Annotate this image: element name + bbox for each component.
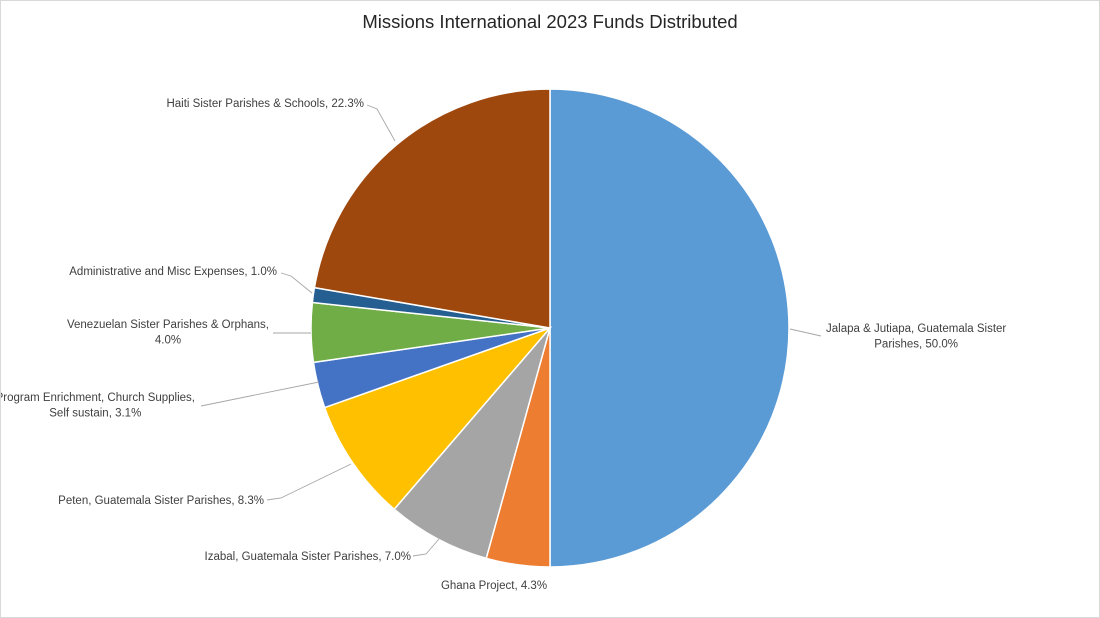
leader-line-5 — [200, 381, 320, 407]
data-label-1: Jalapa & Jutiapa, Guatemala Sister Parish… — [826, 323, 1006, 351]
leader-line-8 — [366, 104, 396, 142]
data-label-8: Haiti Sister Parishes & Schools, 22.3% — [166, 98, 364, 110]
leader-line-1 — [789, 328, 822, 337]
leader-line-4 — [266, 463, 352, 501]
pie-slice-4 — [323, 326, 553, 511]
data-label-7: Administrative and Misc Expenses, 1.0% — [69, 266, 277, 278]
pie-slice-1 — [549, 88, 790, 568]
data-label-5: Program Enrichment, Church Supplies, Self… — [1, 392, 195, 420]
chart-title: Missions International 2023 Funds Distri… — [362, 11, 738, 32]
leader-line-3 — [412, 538, 440, 557]
data-label-4: Peten, Guatemala Sister Parishes, 8.3% — [58, 495, 264, 507]
leader-line-7 — [280, 272, 313, 294]
data-label-2: Ghana Project, 4.3% — [441, 580, 547, 592]
pie-slice-3 — [393, 327, 551, 560]
data-label-3: Izabal, Guatemala Sister Parishes, 7.0% — [205, 551, 411, 563]
data-label-6: Venezuelan Sister Parishes & Orphans, 4.0… — [67, 319, 269, 347]
pie-slice-8 — [313, 88, 551, 329]
